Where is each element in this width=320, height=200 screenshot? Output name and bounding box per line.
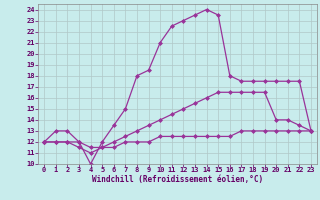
X-axis label: Windchill (Refroidissement éolien,°C): Windchill (Refroidissement éolien,°C) xyxy=(92,175,263,184)
